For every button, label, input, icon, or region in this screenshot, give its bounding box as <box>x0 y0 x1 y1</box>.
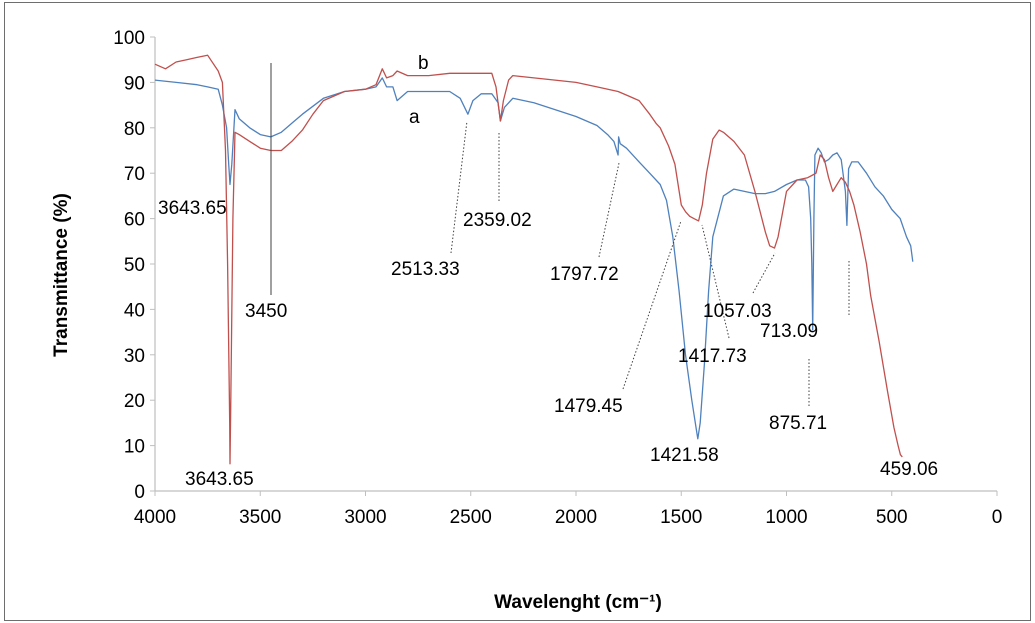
x-tick-label: 0 <box>992 507 1003 528</box>
annotation-leader <box>598 162 620 258</box>
x-tick-label: 2000 <box>555 507 597 528</box>
x-tick-label: 4000 <box>134 507 176 528</box>
peak-annotation: 713.09 <box>760 321 818 342</box>
y-tick-label: 90 <box>124 73 145 94</box>
annotation-leader <box>752 252 776 294</box>
y-tick-label: 30 <box>124 346 145 367</box>
y-tick-label: 60 <box>124 210 145 231</box>
annotation-leader <box>622 220 682 390</box>
x-tick-label: 1000 <box>765 507 807 528</box>
peak-annotation: 2513.33 <box>391 259 460 280</box>
peak-annotation: 3643.65 <box>158 198 227 219</box>
x-axis-title: Wavelenght (cm⁻¹) <box>494 592 662 613</box>
ftir-chart: 0 10 20 30 40 50 60 70 80 90 100 4000 3500 3000 2500 20… <box>51 28 1002 613</box>
peak-annotation: 875.71 <box>769 413 827 434</box>
y-tick-label: 50 <box>124 255 145 276</box>
annotation-leader <box>450 120 468 254</box>
y-tick-label: 70 <box>124 164 145 185</box>
peak-annotation: 459.06 <box>880 459 938 480</box>
y-tick-label: 20 <box>124 391 145 412</box>
chart-frame: 0 10 20 30 40 50 60 70 80 90 100 4000 3500 3000 2500 20… <box>4 2 1031 621</box>
series-group <box>154 54 914 465</box>
y-tick-label: 40 <box>124 300 145 321</box>
peak-annotation: 2359.02 <box>463 210 532 231</box>
series-label-b: b <box>418 53 429 74</box>
peak-annotation: 1417.73 <box>678 346 747 367</box>
annotations-group: a b 3643.65 3643.65 3450 2513.33 2359.02 1797.7… <box>158 53 938 490</box>
peak-annotation: 1421.58 <box>650 445 719 466</box>
x-tick-label: 500 <box>876 507 908 528</box>
peak-annotation: 1479.45 <box>554 396 623 417</box>
peak-annotation: 3643.65 <box>185 469 254 490</box>
series-line-b <box>154 54 903 465</box>
peak-annotation: 1057.03 <box>703 301 772 322</box>
axes-group: 0 10 20 30 40 50 60 70 80 90 100 4000 3500 3000 2500 20… <box>113 28 1002 528</box>
y-tick-label: 80 <box>124 119 145 140</box>
y-tick-label: 100 <box>113 28 145 49</box>
x-tick-label: 3000 <box>344 507 386 528</box>
y-tick-label: 0 <box>134 482 145 503</box>
x-tick-label: 2500 <box>450 507 492 528</box>
x-tick-label: 3500 <box>239 507 281 528</box>
y-axis-title: Transmittance (%) <box>51 193 72 357</box>
series-label-a: a <box>409 107 420 128</box>
peak-annotation: 3450 <box>245 301 287 322</box>
y-tick-label: 10 <box>124 437 145 458</box>
series-line-a <box>154 77 914 440</box>
x-tick-label: 1500 <box>660 507 702 528</box>
peak-annotation: 1797.72 <box>550 264 619 285</box>
